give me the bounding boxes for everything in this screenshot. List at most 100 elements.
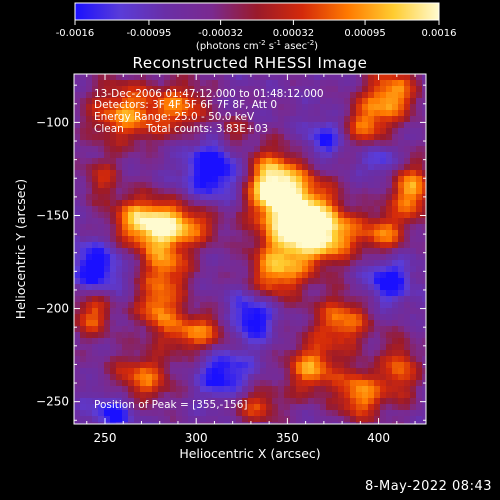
heatmap-cell (110, 206, 117, 213)
heatmap-cell (344, 314, 351, 321)
heatmap-cell (212, 332, 219, 339)
heatmap-cell (248, 278, 255, 285)
heatmap-cell (188, 86, 195, 93)
heatmap-cell (110, 284, 117, 291)
heatmap-cell (212, 422, 219, 424)
heatmap-cell (212, 344, 219, 351)
heatmap-cell (236, 80, 243, 87)
heatmap-cell (332, 278, 339, 285)
heatmap-cell (212, 188, 219, 195)
heatmap-cell (188, 278, 195, 285)
heatmap-cell (134, 296, 141, 303)
heatmap-cell (152, 296, 159, 303)
heatmap-cell (98, 266, 105, 273)
heatmap-cell (164, 134, 171, 141)
heatmap-cell (422, 374, 426, 381)
heatmap-cell (386, 344, 393, 351)
heatmap-cell (110, 260, 117, 267)
heatmap-cell (368, 146, 375, 153)
heatmap-cell (314, 320, 321, 327)
heatmap-cell (356, 116, 363, 123)
heatmap-cell (284, 308, 291, 315)
heatmap-cell (272, 164, 279, 171)
heatmap-cell (392, 272, 399, 279)
heatmap-cell (164, 80, 171, 87)
heatmap-cell (284, 92, 291, 99)
heatmap-cell (182, 296, 189, 303)
heatmap-cell (290, 206, 297, 213)
heatmap-cell (272, 392, 279, 399)
heatmap-cell (326, 74, 333, 81)
heatmap-cell (86, 206, 93, 213)
heatmap-cell (314, 266, 321, 273)
heatmap-cell (404, 332, 411, 339)
heatmap-cell (98, 260, 105, 267)
heatmap-cell (392, 380, 399, 387)
heatmap-cell (320, 200, 327, 207)
heatmap-cell (122, 212, 129, 219)
heatmap-cell (416, 368, 423, 375)
heatmap-cell (320, 122, 327, 129)
heatmap-cell (140, 302, 147, 309)
heatmap-cell (170, 248, 177, 255)
heatmap-cell (392, 314, 399, 321)
heatmap-cell (230, 152, 237, 159)
heatmap-cell (110, 74, 117, 81)
heatmap-cell (146, 374, 153, 381)
heatmap-cell (386, 116, 393, 123)
heatmap-cell (164, 386, 171, 393)
heatmap-cell (158, 374, 165, 381)
heatmap-cell (410, 266, 417, 273)
heatmap-cell (98, 362, 105, 369)
heatmap-cell (278, 236, 285, 243)
heatmap-cell (392, 398, 399, 405)
heatmap-cell (164, 74, 171, 81)
heatmap-cell (188, 254, 195, 261)
heatmap-cell (422, 158, 426, 165)
heatmap-cell (284, 356, 291, 363)
heatmap-cell (266, 212, 273, 219)
heatmap-cell (242, 80, 249, 87)
heatmap-cell (176, 104, 183, 111)
heatmap-cell (314, 152, 321, 159)
heatmap-cell (386, 326, 393, 333)
heatmap-cell (374, 146, 381, 153)
heatmap-cell (332, 344, 339, 351)
heatmap-cell (74, 86, 81, 93)
heatmap-cell (278, 146, 285, 153)
heatmap-cell (380, 134, 387, 141)
heatmap-cell (338, 158, 345, 165)
heatmap-cell (416, 140, 423, 147)
heatmap-cell (200, 74, 207, 81)
heatmap-cell (350, 392, 357, 399)
heatmap-cell (74, 170, 81, 177)
heatmap-cell (284, 128, 291, 135)
heatmap-cell (92, 182, 99, 189)
heatmap-cell (170, 134, 177, 141)
heatmap-cell (344, 386, 351, 393)
heatmap-cell (374, 344, 381, 351)
heatmap-cell (380, 164, 387, 171)
heatmap-cell (152, 356, 159, 363)
heatmap-cell (386, 152, 393, 159)
heatmap-cell (188, 104, 195, 111)
heatmap-cell (320, 248, 327, 255)
heatmap-cell (164, 260, 171, 267)
heatmap-cell (404, 188, 411, 195)
heatmap-cell (296, 236, 303, 243)
heatmap-cell (206, 224, 213, 231)
heatmap-cell (344, 140, 351, 147)
heatmap-cell (98, 356, 105, 363)
heatmap-cell (266, 188, 273, 195)
heatmap-cell (230, 170, 237, 177)
heatmap-cell (140, 374, 147, 381)
heatmap-cell (200, 302, 207, 309)
heatmap-cell (314, 206, 321, 213)
heatmap-cell (74, 194, 81, 201)
heatmap-cell (176, 254, 183, 261)
heatmap-cell (302, 254, 309, 261)
heatmap-cell (128, 392, 135, 399)
heatmap-cell (350, 104, 357, 111)
heatmap-cell (134, 236, 141, 243)
heatmap-cell (260, 308, 267, 315)
